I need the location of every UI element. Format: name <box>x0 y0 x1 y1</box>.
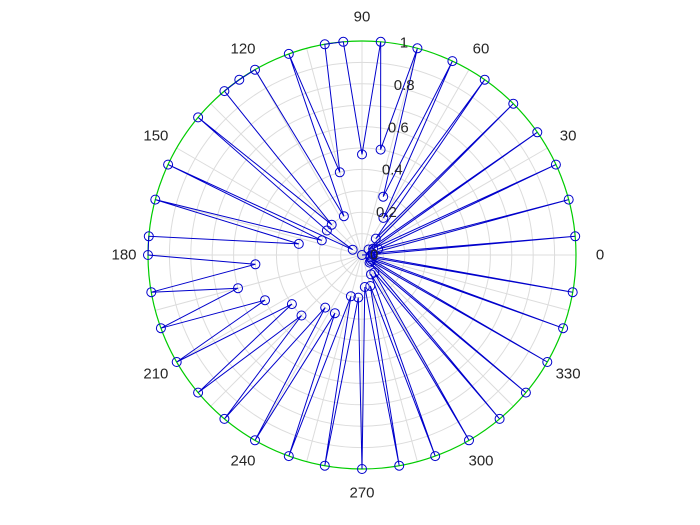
data-point-marker <box>234 74 245 85</box>
data-point-marker <box>359 282 370 292</box>
data-point-marker <box>320 302 331 313</box>
r-tick-label: 0.2 <box>376 204 397 221</box>
circular-gridline <box>190 83 534 427</box>
data-point-marker <box>329 308 340 319</box>
data-point-marker <box>155 323 166 334</box>
data-point-marker <box>250 435 260 446</box>
theta-tick-label: 240 <box>230 453 255 470</box>
data-point-marker <box>345 291 356 302</box>
data-point-marker <box>283 451 294 462</box>
tick-labels: 0 30 60 90 120 150 180 210 240 270 300 330 0 0.2 0.4 0.… <box>111 9 604 502</box>
data-point-marker <box>219 86 230 97</box>
data-point-marker <box>357 464 367 474</box>
theta-tick-label: 60 <box>473 40 490 57</box>
series-layer <box>143 36 581 474</box>
data-point-marker <box>319 39 330 50</box>
data-point-marker <box>365 281 376 291</box>
r-tick-label: 1 <box>400 35 408 52</box>
series-line <box>147 41 576 470</box>
theta-tick-label: 270 <box>349 485 374 502</box>
circular-gridline <box>211 104 513 406</box>
data-point-marker <box>143 231 154 242</box>
data-point-marker <box>550 159 561 170</box>
data-point-marker <box>394 460 405 471</box>
data-point-marker <box>219 413 230 424</box>
data-point-marker <box>293 238 304 249</box>
data-point-marker <box>558 323 569 334</box>
circular-gridline <box>233 126 491 384</box>
data-point-marker <box>296 310 307 321</box>
data-point-marker <box>163 159 174 170</box>
r-tick-label: 0.6 <box>388 119 409 136</box>
r-tick-label: 0.8 <box>394 77 415 94</box>
data-point-marker <box>563 194 574 205</box>
circular-gridline <box>340 233 384 277</box>
theta-tick-label: 210 <box>143 366 168 383</box>
data-point-marker <box>370 233 381 244</box>
data-point-marker <box>316 235 327 246</box>
data-point-marker <box>412 43 423 54</box>
data-point-marker <box>520 387 531 398</box>
data-point-marker <box>542 357 553 367</box>
data-point-marker <box>338 36 349 47</box>
data-point-marker <box>366 269 376 280</box>
data-point-marker <box>357 149 367 160</box>
data-point-marker <box>260 295 270 306</box>
data-point-marker <box>347 244 358 255</box>
data-point-marker <box>375 36 386 47</box>
theta-tick-label: 330 <box>556 366 581 383</box>
data-point-marker <box>143 250 153 260</box>
data-point-marker <box>365 256 376 267</box>
theta-tick-label: 300 <box>468 453 493 470</box>
data-point-marker <box>334 167 345 178</box>
data-point-marker <box>447 56 458 67</box>
r-tick-label: 0.4 <box>382 162 403 179</box>
data-point-marker <box>532 127 543 138</box>
data-point-marker <box>464 435 474 446</box>
data-point-marker <box>193 387 204 398</box>
theta-tick-label: 120 <box>230 40 255 57</box>
circular-gridline <box>275 168 449 342</box>
data-point-marker <box>378 212 389 223</box>
data-point-marker <box>233 283 243 294</box>
data-point-marker <box>373 244 384 255</box>
data-point-marker <box>369 267 380 278</box>
data-point-marker <box>193 112 204 123</box>
theta-tick-label: 150 <box>143 128 168 145</box>
data-point-marker <box>567 287 578 298</box>
data-point-marker <box>283 48 294 59</box>
data-point-marker <box>321 225 332 236</box>
theta-tick-label: 30 <box>560 128 577 145</box>
data-point-marker <box>508 98 519 109</box>
theta-tick-label: 180 <box>111 247 136 264</box>
data-point-marker <box>375 144 386 155</box>
data-point-marker <box>353 292 364 303</box>
theta-tick-label: 0 <box>596 247 604 264</box>
circular-gridline <box>318 211 406 299</box>
data-point-marker <box>338 211 349 222</box>
data-point-marker <box>150 194 161 205</box>
circular-gridline <box>297 190 427 320</box>
r-tick-label: 0 <box>370 247 378 264</box>
data-point-marker <box>363 244 374 255</box>
data-point-marker <box>286 299 297 310</box>
data-point-marker <box>366 254 377 265</box>
data-point-marker <box>378 191 389 202</box>
data-point-marker <box>364 257 375 268</box>
data-point-marker <box>430 451 441 462</box>
theta-tick-label: 90 <box>354 9 371 26</box>
data-point-marker <box>570 231 581 242</box>
data-point-marker <box>250 259 261 270</box>
data-point-marker <box>365 250 376 261</box>
data-point-marker <box>494 413 505 424</box>
circular-gridline <box>254 147 470 363</box>
data-point-marker <box>171 357 182 367</box>
data-point-marker <box>250 64 260 75</box>
data-point-marker <box>319 460 330 471</box>
data-point-marker <box>479 74 490 85</box>
data-point-marker <box>146 287 157 298</box>
